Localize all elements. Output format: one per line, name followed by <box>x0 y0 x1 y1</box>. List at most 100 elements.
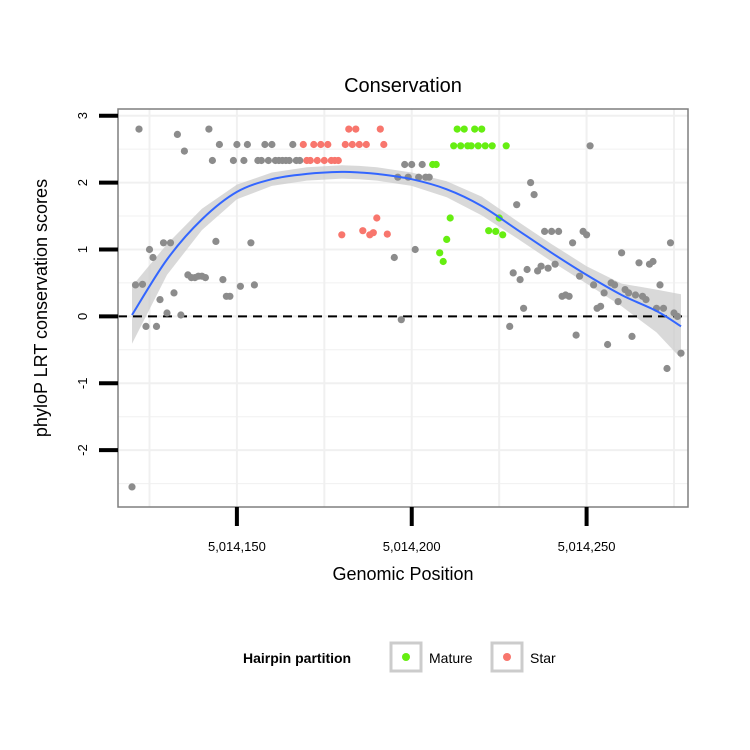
x-axis: 5,014,150 5,014,200 5,014,250 <box>208 507 616 554</box>
data-point-other <box>240 156 248 165</box>
data-point-mature <box>450 142 458 150</box>
data-point-mature <box>467 142 475 150</box>
data-point-other <box>163 309 171 317</box>
data-point-other <box>247 239 255 247</box>
y-tick-label: 0 <box>75 313 90 320</box>
data-point-other <box>138 280 147 288</box>
data-point-other <box>264 156 272 165</box>
data-point-other <box>516 276 524 284</box>
data-point-other <box>628 332 636 340</box>
data-point-other <box>415 173 423 181</box>
data-point-mature <box>492 227 500 235</box>
data-point-star <box>320 156 328 165</box>
data-point-other <box>604 340 612 349</box>
data-point-other <box>649 257 657 266</box>
legend: Hairpin partition Mature Star <box>243 641 556 673</box>
data-point-other <box>285 156 293 165</box>
data-point-mature <box>457 142 465 150</box>
data-point-star <box>352 125 360 133</box>
chart-title: Conservation <box>344 75 462 97</box>
y-tick-label: -2 <box>75 444 90 456</box>
data-point-other <box>537 262 545 270</box>
data-point-other <box>572 331 580 339</box>
x-tick-label: 5,014,250 <box>558 539 616 554</box>
data-point-other <box>506 322 514 330</box>
data-point-other <box>583 231 591 239</box>
data-point-other <box>659 304 668 312</box>
x-tick-label: 5,014,150 <box>208 539 266 554</box>
data-point-other <box>390 253 398 262</box>
data-point-star <box>317 140 325 149</box>
data-point-mature <box>436 249 444 257</box>
y-axis: 3 2 1 0 -1 -2 <box>75 112 118 456</box>
data-point-other <box>541 227 549 235</box>
data-point-star <box>338 231 346 239</box>
data-point-star <box>348 140 356 149</box>
data-point-other <box>513 201 521 209</box>
legend-label-mature: Mature <box>429 650 473 666</box>
data-point-other <box>159 239 168 247</box>
x-axis-title: Genomic Position <box>332 564 473 584</box>
data-point-other <box>170 289 178 297</box>
data-point-other <box>166 239 175 247</box>
data-point-other <box>149 253 157 262</box>
data-point-other <box>544 264 552 272</box>
data-point-other <box>257 156 265 165</box>
data-point-mature <box>443 235 451 243</box>
data-point-other <box>243 140 251 149</box>
data-point-other <box>656 281 664 289</box>
data-point-mature <box>460 125 468 133</box>
data-point-other <box>418 160 426 169</box>
data-point-other <box>173 130 181 138</box>
legend-title: Hairpin partition <box>243 650 351 666</box>
data-point-mature <box>439 257 447 266</box>
data-point-other <box>296 156 304 165</box>
data-point-star <box>376 125 384 133</box>
data-point-star <box>310 140 318 149</box>
data-point-other <box>135 125 143 133</box>
data-point-other <box>565 292 573 300</box>
data-point-other <box>530 191 538 199</box>
data-point-other <box>618 249 626 257</box>
y-tick-label: -1 <box>75 378 90 390</box>
data-point-other <box>177 311 185 319</box>
data-point-other <box>635 259 643 267</box>
y-tick-label: 2 <box>75 179 90 186</box>
data-point-star <box>369 229 377 237</box>
data-point-other <box>397 316 405 324</box>
data-point-other <box>289 140 297 149</box>
x-tick-label: 5,014,200 <box>383 539 441 554</box>
data-point-star <box>383 230 391 238</box>
data-point-mature <box>453 125 461 133</box>
data-point-other <box>142 322 150 330</box>
data-point-other <box>261 140 269 149</box>
data-point-other <box>642 296 650 304</box>
data-point-other <box>425 173 433 181</box>
data-point-star <box>362 140 370 149</box>
data-point-other <box>233 140 241 149</box>
data-point-other <box>614 298 622 306</box>
data-point-star <box>313 156 321 165</box>
data-point-other <box>523 265 531 274</box>
y-tick-label: 3 <box>75 112 90 119</box>
data-point-other <box>236 282 244 290</box>
data-point-other <box>226 292 234 300</box>
data-point-other <box>576 272 584 280</box>
data-point-star <box>380 140 388 149</box>
data-point-other <box>212 237 220 245</box>
legend-symbol-star <box>503 653 511 661</box>
data-point-mature <box>485 227 493 235</box>
data-point-other <box>548 227 556 235</box>
data-point-other <box>677 349 685 357</box>
data-point-other <box>229 156 237 165</box>
data-point-star <box>324 140 332 149</box>
data-point-mature <box>471 125 479 133</box>
data-point-star <box>341 140 349 149</box>
data-point-other <box>131 281 140 289</box>
data-point-other <box>145 245 154 254</box>
data-point-other <box>401 160 409 169</box>
y-axis-title: phyloP LRT conservation scores <box>31 179 51 437</box>
data-point-mature <box>446 214 454 222</box>
data-point-other <box>551 260 559 268</box>
